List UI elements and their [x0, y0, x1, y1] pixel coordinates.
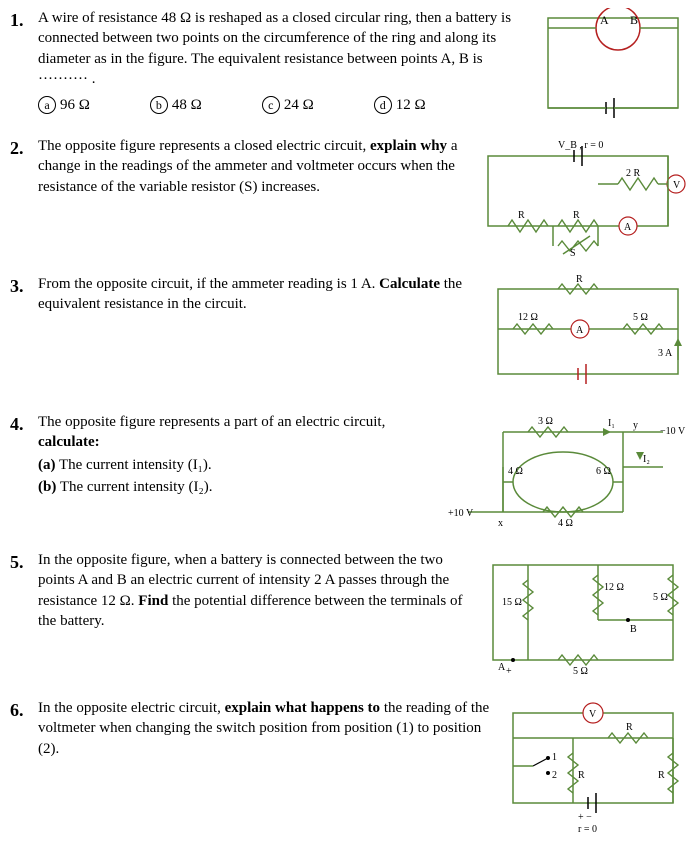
choice-c[interactable]: c24 Ω [262, 95, 314, 115]
figure-5: 15 Ω 12 Ω 5 Ω B 5 Ω A + [478, 550, 688, 680]
svg-text:5 Ω: 5 Ω [573, 666, 588, 677]
question-text: The opposite figure represents a closed … [38, 136, 470, 197]
question-5: 5. In the opposite figure, when a batter… [10, 550, 688, 680]
svg-text:I₁: I₁ [608, 418, 615, 429]
svg-text:12 Ω: 12 Ω [518, 312, 538, 323]
svg-text:B: B [630, 13, 638, 27]
question-3: 3. From the opposite circuit, if the amm… [10, 274, 688, 394]
svg-text:5 Ω: 5 Ω [633, 312, 648, 323]
svg-text:R: R [576, 274, 583, 285]
choice-d[interactable]: d12 Ω [374, 95, 426, 115]
svg-text:1: 1 [552, 752, 557, 763]
svg-text:−10 V: −10 V [660, 426, 686, 437]
figure-6: V R R R 1 2 [498, 698, 688, 838]
figure-4: 3 Ω 4 Ω 6 Ω 4 Ω +10 V −10 V x y I₁ I₂ [448, 412, 688, 532]
question-4: 4. The opposite figure represents a part… [10, 412, 688, 532]
question-text: The opposite figure represents a part of… [38, 412, 440, 453]
svg-text:A: A [498, 662, 506, 673]
svg-text:3 Ω: 3 Ω [538, 416, 553, 427]
svg-text:x: x [498, 518, 503, 529]
question-text: In the opposite electric circuit, explai… [38, 698, 490, 759]
svg-text:4 Ω: 4 Ω [558, 518, 573, 529]
choices: a96 Ω b48 Ω c24 Ω d12 Ω [38, 95, 530, 115]
svg-text:5 Ω: 5 Ω [653, 592, 668, 603]
question-number: 6. [10, 698, 38, 722]
svg-text:15 Ω: 15 Ω [502, 597, 522, 608]
svg-text:2: 2 [552, 770, 557, 781]
question-number: 5. [10, 550, 38, 574]
question-6: 6. In the opposite electric circuit, exp… [10, 698, 688, 838]
svg-text:12 Ω: 12 Ω [604, 582, 624, 593]
question-number: 2. [10, 136, 38, 160]
svg-text:S: S [570, 248, 576, 256]
svg-text:6 Ω: 6 Ω [596, 466, 611, 477]
part-b: (b) The current intensity (I₂). [38, 477, 440, 497]
question-1: 1. A wire of resistance 48 Ω is reshaped… [10, 8, 688, 118]
svg-text:R: R [658, 770, 665, 781]
svg-text:2 R: 2 R [626, 168, 641, 179]
svg-text:3 A: 3 A [658, 348, 673, 359]
part-a: (a) The current intensity (I₁). [38, 455, 440, 475]
figure-2: V_B , r = 0 2 R V R R A [478, 136, 688, 256]
choice-a[interactable]: a96 Ω [38, 95, 90, 115]
svg-text:A: A [624, 222, 632, 233]
svg-text:y: y [633, 420, 638, 431]
svg-text:V: V [589, 709, 597, 720]
question-number: 4. [10, 412, 38, 436]
figure-1: A B [538, 8, 688, 118]
figure-3: R 12 Ω A 5 Ω 3 A [488, 274, 688, 394]
svg-text:R: R [578, 770, 585, 781]
svg-text:R: R [518, 210, 525, 221]
svg-text:V_B , r = 0: V_B , r = 0 [558, 140, 603, 151]
svg-text:I₂: I₂ [643, 454, 650, 465]
question-text: In the opposite figure, when a battery i… [38, 550, 470, 631]
svg-text:+ −: + − [578, 812, 592, 823]
svg-text:A: A [600, 13, 609, 27]
question-number: 1. [10, 8, 38, 32]
choice-b[interactable]: b48 Ω [150, 95, 202, 115]
question-number: 3. [10, 274, 38, 298]
svg-text:R: R [573, 210, 580, 221]
svg-text:+: + [506, 666, 512, 677]
svg-text:R: R [626, 722, 633, 733]
svg-text:B: B [630, 624, 637, 635]
svg-text:A: A [576, 325, 584, 336]
svg-text:V: V [673, 180, 681, 191]
svg-text:4 Ω: 4 Ω [508, 466, 523, 477]
svg-text:+10 V: +10 V [448, 508, 474, 519]
svg-text:r = 0: r = 0 [578, 824, 597, 835]
question-2: 2. The opposite figure represents a clos… [10, 136, 688, 256]
question-text: From the opposite circuit, if the ammete… [38, 274, 480, 315]
question-text: A wire of resistance 48 Ω is reshaped as… [38, 8, 530, 89]
